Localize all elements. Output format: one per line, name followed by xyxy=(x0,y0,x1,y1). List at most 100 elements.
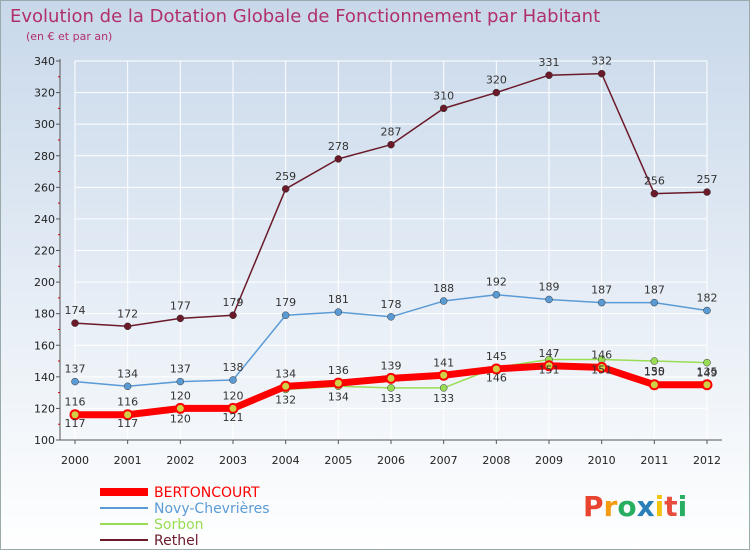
data-point xyxy=(229,311,237,319)
logo-letter: t xyxy=(664,490,677,523)
data-point xyxy=(439,297,448,305)
y-tick-label: 200 xyxy=(34,276,55,289)
data-point xyxy=(334,308,343,316)
data-label: 278 xyxy=(328,140,349,153)
data-label: 136 xyxy=(328,364,349,377)
data-label: 310 xyxy=(433,89,454,102)
data-label: 133 xyxy=(381,392,402,405)
data-label: 121 xyxy=(223,411,244,424)
y-tick-label: 100 xyxy=(34,434,55,447)
data-label: 188 xyxy=(433,282,454,295)
data-point-inner xyxy=(440,371,448,379)
data-point xyxy=(650,189,659,198)
data-label: 146 xyxy=(591,348,612,361)
data-point xyxy=(71,319,79,327)
series-group xyxy=(69,69,713,421)
data-point xyxy=(334,155,343,163)
data-point-inner xyxy=(650,381,658,389)
x-tick-label: 2001 xyxy=(114,454,142,467)
grid xyxy=(74,60,708,441)
y-axis-ticks: 100 120 140 160 180 200 220 240 260 280 300 320 340 xyxy=(34,55,60,447)
logo-letter: o xyxy=(617,490,636,523)
data-label: 182 xyxy=(697,292,718,305)
x-tick-label: 2009 xyxy=(535,454,563,467)
data-point xyxy=(703,188,711,196)
data-point xyxy=(597,69,606,78)
data-label: 138 xyxy=(223,361,244,374)
data-label: 147 xyxy=(539,347,560,360)
data-point xyxy=(439,104,448,113)
logo-letter: r xyxy=(604,490,618,523)
x-tick-label: 2002 xyxy=(166,454,194,467)
data-point-inner xyxy=(282,382,290,390)
data-label: 135 xyxy=(644,366,665,379)
data-label: 179 xyxy=(223,296,244,309)
data-label: 120 xyxy=(170,412,191,425)
data-point xyxy=(387,313,395,321)
data-label: 192 xyxy=(486,276,507,289)
x-tick-label: 2012 xyxy=(693,454,721,467)
data-label: 174 xyxy=(65,304,86,317)
logo-letter: i xyxy=(678,490,688,523)
y-tick-label: 260 xyxy=(34,181,55,194)
data-point-inner xyxy=(334,379,342,387)
data-label: 320 xyxy=(486,74,507,87)
proxiti-logo: Proxiti xyxy=(583,490,687,523)
data-label: 120 xyxy=(170,389,191,402)
data-point xyxy=(387,140,395,149)
data-point xyxy=(439,384,448,392)
y-tick-label: 160 xyxy=(34,339,55,352)
legend-label: BERTONCOURT xyxy=(154,485,260,501)
y-tick-label: 320 xyxy=(34,87,55,100)
data-label: 149 xyxy=(697,367,718,380)
data-point xyxy=(650,298,659,307)
data-point-inner xyxy=(492,365,500,373)
data-label: 132 xyxy=(275,393,296,406)
x-tick-label: 2008 xyxy=(482,454,510,467)
data-label: 134 xyxy=(117,367,138,380)
data-point xyxy=(492,88,501,97)
data-point xyxy=(123,322,132,331)
data-label: 134 xyxy=(275,367,296,380)
data-label: 151 xyxy=(591,363,612,376)
y-tick-label: 220 xyxy=(34,245,55,258)
logo-letter: P xyxy=(583,490,604,523)
x-tick-label: 2005 xyxy=(324,454,352,467)
data-point-inner xyxy=(124,411,132,419)
data-point xyxy=(281,185,290,193)
data-label: 257 xyxy=(697,173,718,186)
data-label: 137 xyxy=(65,363,86,376)
data-label: 117 xyxy=(117,417,138,430)
data-label: 133 xyxy=(433,392,454,405)
data-point-inner xyxy=(71,411,79,419)
data-label: 139 xyxy=(381,359,402,372)
data-label: 331 xyxy=(539,56,560,69)
data-label: 146 xyxy=(486,371,507,384)
data-point xyxy=(387,384,395,392)
data-label: 145 xyxy=(486,350,507,363)
y-tick-label: 140 xyxy=(34,371,55,384)
data-label: 135 xyxy=(697,366,718,379)
data-point xyxy=(176,314,185,323)
y-tick-label: 340 xyxy=(34,55,55,68)
chart-title: Evolution de la Dotation Globale de Fonc… xyxy=(10,6,600,27)
y-tick-label: 120 xyxy=(34,402,55,415)
data-point xyxy=(703,358,711,367)
x-axis-ticks: 2000 2001 2002 2003 2004 2005 2006 2007 2008 2009… xyxy=(61,440,721,467)
data-point-inner xyxy=(545,362,553,370)
data-point-inner xyxy=(598,363,606,371)
legend-label: Novy-Chevrières xyxy=(154,501,270,517)
data-label: 150 xyxy=(644,365,665,378)
data-label: 332 xyxy=(591,55,612,68)
data-point xyxy=(703,306,711,315)
x-tick-label: 2006 xyxy=(377,454,405,467)
data-label: 141 xyxy=(433,356,454,369)
data-point xyxy=(545,71,553,79)
x-tick-label: 2011 xyxy=(640,454,668,467)
logo-letter: i xyxy=(655,490,665,523)
x-tick-label: 2004 xyxy=(272,454,300,467)
